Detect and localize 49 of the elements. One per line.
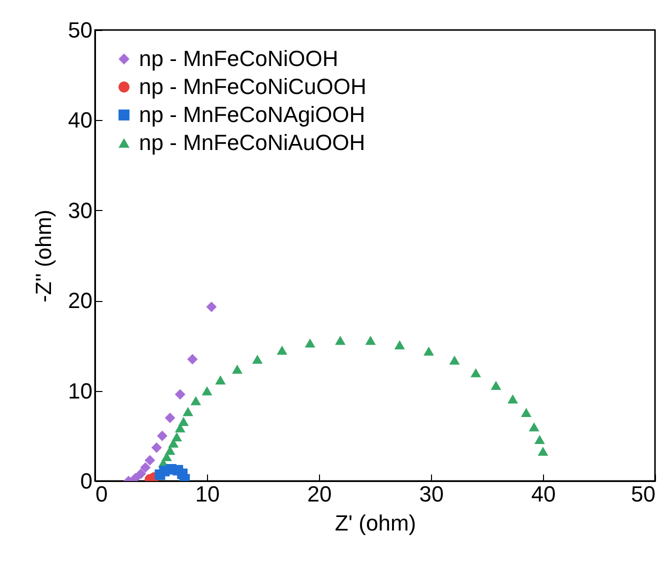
y-tick-label: 10	[68, 378, 92, 404]
y-tick-label: 30	[68, 198, 92, 223]
point	[276, 346, 288, 355]
x-tick-label: 0	[96, 482, 108, 506]
point	[508, 394, 518, 404]
point	[424, 346, 434, 356]
point	[490, 380, 502, 390]
point	[538, 446, 548, 456]
point	[470, 368, 482, 378]
point	[182, 407, 194, 416]
y-axis-title: -Z'' (ohm)	[31, 210, 56, 302]
point	[156, 430, 168, 442]
point	[136, 468, 146, 480]
point	[534, 434, 545, 444]
legend-label: np - MnFeCoNAgiOOH	[139, 102, 366, 127]
y-tick-label: 50	[68, 18, 92, 42]
point	[178, 416, 189, 426]
x-tick-label: 40	[531, 482, 556, 506]
legend-label: np - MnFeCoNiOOH	[139, 46, 338, 71]
point	[174, 423, 186, 432]
point	[215, 375, 226, 385]
point	[365, 336, 376, 345]
point	[528, 422, 540, 432]
y-tick-label: 40	[68, 108, 92, 133]
x-axis-title: Z' (ohm)	[334, 510, 416, 536]
legend-label: np - MnFeCoNiCuOOH	[139, 74, 366, 99]
legend-label: np - MnFeCoNiAuOOH	[139, 130, 366, 155]
point	[190, 396, 202, 406]
point	[304, 338, 316, 348]
point	[232, 364, 242, 374]
x-tick-label: 30	[419, 482, 444, 506]
point	[206, 302, 217, 312]
point	[520, 408, 532, 417]
x-tick-label: 50	[631, 482, 656, 506]
x-tick-label: 20	[307, 482, 332, 506]
y-tick-label: 20	[68, 288, 92, 314]
point	[187, 354, 198, 364]
point	[144, 455, 156, 466]
point	[202, 386, 212, 396]
point	[151, 442, 162, 453]
point	[172, 432, 182, 442]
point	[164, 412, 176, 424]
x-tick-label: 10	[195, 482, 220, 506]
point	[174, 389, 186, 400]
point	[140, 462, 151, 473]
point	[449, 356, 460, 365]
point	[394, 340, 405, 350]
point	[335, 336, 346, 345]
point	[252, 354, 263, 364]
